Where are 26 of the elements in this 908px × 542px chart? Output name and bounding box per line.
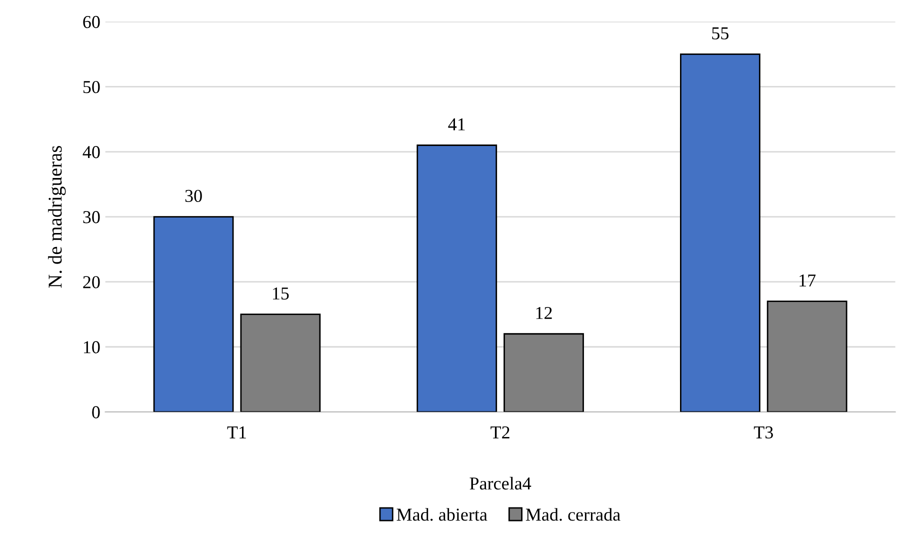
legend-label: Mad. abierta [396, 508, 488, 521]
data-label: 17 [800, 274, 816, 286]
y-tick-label: 50 [83, 80, 100, 94]
data-label: 12 [536, 306, 552, 319]
bar [416, 144, 498, 412]
bar [153, 216, 234, 412]
data-label: 55 [712, 27, 729, 40]
x-axis-title: Parcela4 [470, 476, 532, 490]
bar [504, 333, 584, 412]
bar [766, 300, 848, 412]
y-tick-label: 0 [92, 406, 100, 418]
x-tick-label: T3 [754, 426, 773, 439]
data-label: 41 [448, 118, 465, 130]
y-tick-label: 30 [83, 211, 100, 224]
data-label: 15 [272, 287, 289, 300]
bar [680, 54, 760, 412]
y-tick-label: 10 [84, 341, 100, 354]
x-tick-label: T2 [490, 426, 510, 438]
data-label: 30 [185, 190, 202, 202]
y-tick-label: 60 [83, 16, 100, 28]
y-tick-label: 20 [83, 276, 100, 288]
legend-label: Mad. cerrada [526, 508, 620, 521]
bar [240, 314, 321, 412]
x-tick-label: T1 [227, 426, 246, 438]
y-axis-title: N. de madrigueras [48, 146, 66, 288]
y-tick-label: 40 [82, 146, 100, 158]
